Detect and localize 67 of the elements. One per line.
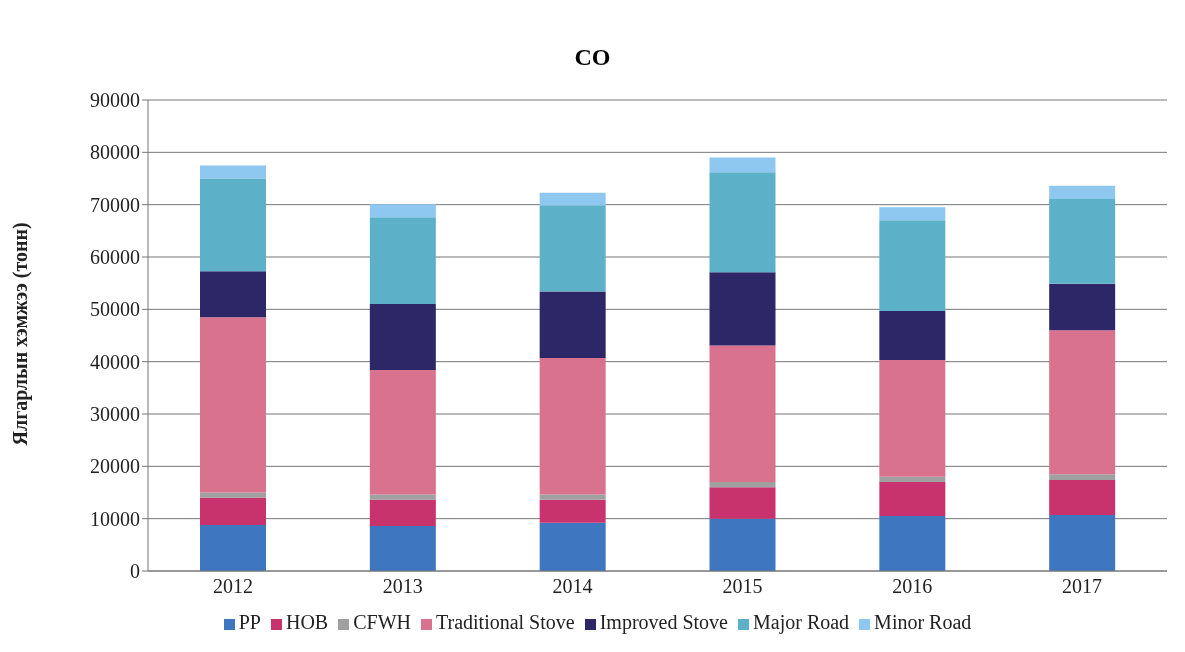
y-tick-label: 0: [130, 560, 140, 583]
legend-label: Minor Road: [874, 611, 972, 633]
bar: [539, 499, 606, 523]
bar: [709, 345, 776, 483]
legend-label: HOB: [285, 611, 329, 633]
y-tick-label: 60000: [90, 246, 140, 269]
bar: [369, 217, 436, 305]
legend-label: Improved Stove: [599, 611, 728, 633]
bar: [879, 482, 946, 517]
y-tick-label: 10000: [90, 507, 140, 530]
bar: [369, 494, 436, 500]
x-tick-label: 2016: [892, 575, 933, 598]
bar: [1049, 479, 1116, 515]
y-axis-title: Ялгарлын хэмжээ (тонн): [9, 222, 33, 446]
bar: [539, 522, 606, 571]
bar: [879, 360, 946, 477]
bar: [369, 525, 436, 571]
legend-label: Traditional Stove: [435, 611, 575, 633]
x-tick-label: 2014: [552, 575, 593, 598]
bar: [709, 157, 776, 173]
y-tick-label: 90000: [90, 89, 140, 112]
bar: [709, 482, 776, 488]
legend-label: PP: [238, 611, 261, 633]
x-tick-label: 2012: [212, 575, 253, 598]
bar: [879, 207, 946, 221]
y-tick-label: 20000: [90, 455, 140, 478]
bar: [709, 518, 776, 571]
y-tick-label: 80000: [90, 141, 140, 164]
bar: [369, 204, 436, 218]
chart-title: CO: [573, 44, 612, 71]
bar: [200, 492, 266, 498]
bar: [369, 304, 436, 371]
bar: [369, 499, 436, 526]
bar: [539, 358, 606, 495]
x-tick-label: 2013: [382, 575, 423, 598]
bar: [1049, 474, 1116, 480]
bar: [1049, 198, 1116, 284]
bar: [709, 172, 776, 273]
bar: [1049, 330, 1116, 475]
bar: [539, 494, 606, 500]
bar: [200, 178, 266, 272]
bar: [709, 272, 776, 346]
bar: [539, 192, 606, 206]
legend-label: CFWH: [353, 611, 411, 633]
x-tick-label: 2017: [1062, 575, 1103, 598]
bar: [879, 220, 946, 311]
y-tick-label: 40000: [90, 350, 140, 373]
bar: [709, 487, 776, 519]
bar: [539, 291, 606, 358]
bar: [200, 497, 266, 525]
legend-label: Major Road: [753, 611, 850, 633]
bar: [879, 476, 946, 483]
bar: [369, 370, 436, 495]
y-tick-label: 70000: [90, 193, 140, 216]
y-tick-label: 50000: [90, 298, 140, 321]
bar: [1049, 515, 1116, 571]
bar: [1049, 185, 1116, 199]
x-tick-label: 2015: [722, 575, 763, 598]
bar: [879, 516, 946, 571]
bar: [1049, 283, 1116, 331]
bar: [200, 165, 266, 179]
bar: [200, 524, 266, 571]
bar: [200, 317, 266, 493]
bar: [539, 205, 606, 292]
bar: [200, 271, 266, 318]
bar: [879, 310, 946, 361]
y-tick-label: 30000: [90, 403, 140, 426]
